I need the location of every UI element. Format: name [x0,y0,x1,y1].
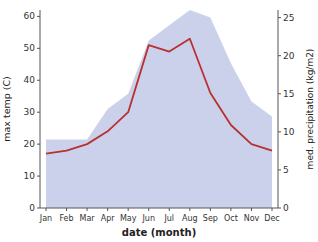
y2-tick [278,131,281,132]
y-tick [37,48,40,49]
y-tick [37,208,40,209]
y-axis-line [40,10,41,208]
y-tick-label: 30 [24,107,36,117]
y2-tick [278,17,281,18]
y2-axis-label: med. precipitation (kg/m2) [305,49,315,170]
y2-tick [278,208,281,209]
temperature-line [46,39,272,154]
y2-tick-label: 0 [283,203,289,213]
x-tick-label: May [120,214,137,223]
x-tick [87,208,88,211]
y-tick [37,144,40,145]
x-tick-label: Nov [244,214,260,223]
x-tick [148,208,149,211]
x-tick [210,208,211,211]
x-tick [66,208,67,211]
x-tick [107,208,108,211]
y2-tick-label: 10 [283,127,295,137]
y-tick-label: 60 [24,11,36,21]
y-tick-label: 40 [24,75,36,85]
x-tick [272,208,273,211]
y-axis-label: max temp (C) [1,76,12,142]
y2-tick-label: 5 [283,165,289,175]
x-tick [230,208,231,211]
x-tick [169,208,170,211]
x-tick [189,208,190,211]
x-tick-label: Jun [141,214,155,223]
x-tick-label: Jul [163,214,174,223]
x-tick-label: Mar [80,214,96,223]
chart: 0 10 20 30 40 50 60 0 5 10 15 20 25 Jan Feb Mar Apr May Ju… [0,0,318,242]
x-axis-label: date (month) [122,227,196,238]
y2-tick [278,55,281,56]
y2-tick-label: 15 [283,89,294,99]
y2-tick-label: 20 [283,51,295,61]
y2-tick [278,93,281,94]
y-tick [37,16,40,17]
x-tick-label: Apr [101,214,116,223]
y-tick-label: 20 [24,139,36,149]
x-tick-label: Aug [182,214,198,223]
y-tick [37,176,40,177]
x-tick-label: Oct [224,214,238,223]
precipitation-area [46,10,272,208]
x-tick-label: Feb [59,214,73,223]
y2-axis-line [278,10,279,208]
y-tick-label: 0 [29,203,35,213]
y-tick [37,80,40,81]
plot-area [46,10,272,208]
y-tick-label: 10 [24,171,36,181]
y2-tick [278,169,281,170]
x-tick-label: Sep [203,214,218,223]
x-axis-line [40,208,278,209]
y-tick-label: 50 [24,43,36,53]
x-tick-label: Dec [264,214,279,223]
x-tick [128,208,129,211]
y-tick [37,112,40,113]
x-tick [251,208,252,211]
y2-tick-label: 25 [283,13,294,23]
x-tick [46,208,47,211]
x-tick-label: Jan [39,214,52,223]
